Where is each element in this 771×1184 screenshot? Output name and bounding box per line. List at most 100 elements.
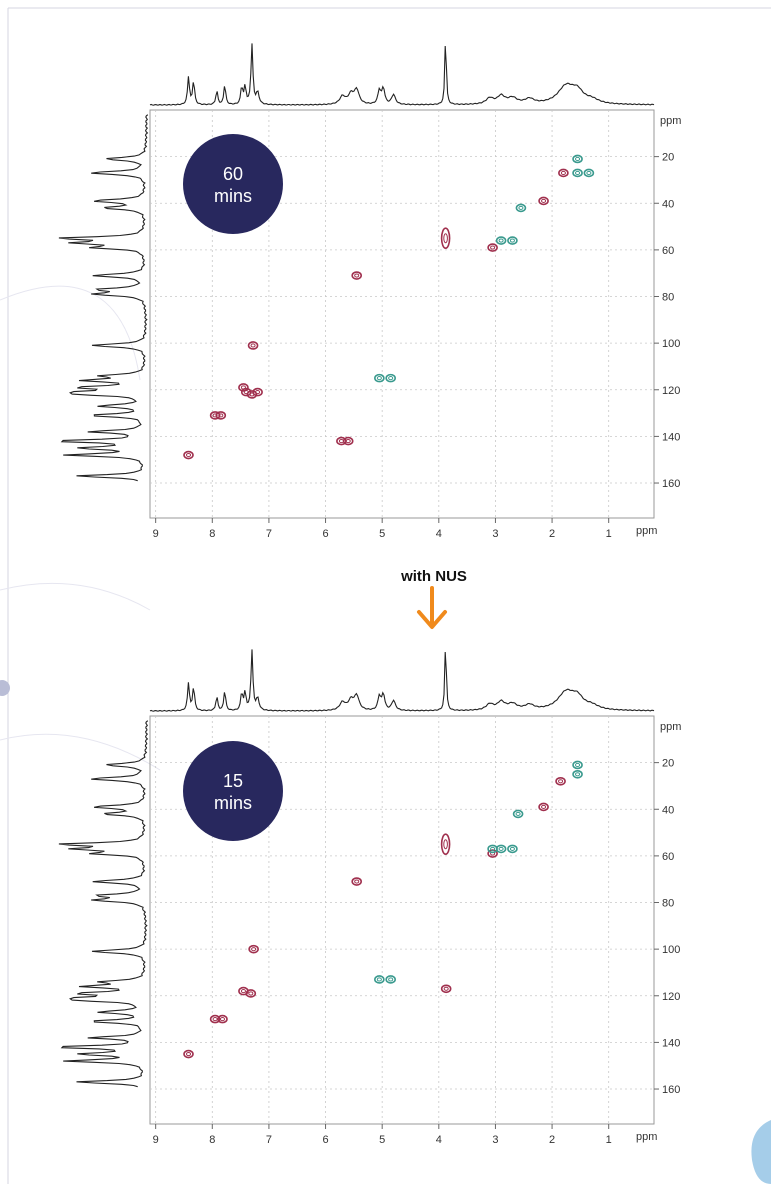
x-tick-label: 7 <box>266 1134 272 1146</box>
contour-peak-negative <box>351 271 362 280</box>
contour-peak-inner-positive <box>498 846 504 851</box>
contour-peak-inner-negative <box>443 233 448 244</box>
contour-peak-negative <box>238 383 249 392</box>
contour-peak-inner-negative <box>354 273 360 278</box>
x-tick-label: 8 <box>209 1134 215 1146</box>
contour-peak-positive <box>507 844 518 854</box>
contour-peak-negative <box>209 1014 221 1024</box>
y-tick-label: 120 <box>662 385 680 397</box>
contour-peak-inner-negative <box>490 245 496 250</box>
contour-peak-inner-positive <box>586 170 592 176</box>
contour-peak-positive <box>495 236 507 245</box>
contour-peak-negative <box>209 411 221 420</box>
contour-peak-inner-positive <box>575 170 581 176</box>
contour-peak-inner-negative <box>255 390 261 395</box>
contour-peak-negative <box>245 989 257 998</box>
contour-peak-inner-negative <box>541 804 547 810</box>
contour-peak-inner-negative <box>219 1017 226 1022</box>
contour-peak-negative <box>215 411 227 420</box>
x-axis-unit: ppm <box>636 525 657 537</box>
contour-peak-inner-negative <box>443 986 449 991</box>
contour-peak-inner-negative <box>560 170 566 176</box>
x-tick-label: 8 <box>209 528 215 540</box>
y-tick-label: 60 <box>662 245 674 257</box>
contour-peak-inner-negative <box>185 452 192 458</box>
contour-peak-inner-negative <box>443 839 448 850</box>
contour-peak-positive <box>572 154 583 164</box>
contour-peak-negative <box>246 390 258 399</box>
hsqc-panel-2: 9 8 7 6 5 4 3 2 1 ppm 20 40 60 80 100 120 140 160 ppm 15min… <box>58 649 681 1146</box>
contour-peak-inner-positive <box>376 376 382 381</box>
proton-projection <box>149 649 655 712</box>
decorative-dot <box>0 680 10 696</box>
contour-peak-positive <box>572 168 583 178</box>
y-tick-label: 100 <box>662 944 680 956</box>
contour-peak-positive <box>515 203 527 213</box>
contour-peak-inner-negative <box>251 947 257 952</box>
contour-peak-negative <box>342 436 354 446</box>
x-tick-label: 5 <box>379 528 385 540</box>
contour-peak-negative <box>555 776 566 786</box>
x-tick-label: 6 <box>322 528 328 540</box>
contour-peak-negative <box>248 944 259 954</box>
y-tick-label: 160 <box>662 478 680 490</box>
duration-badge-value: 15 <box>223 771 243 791</box>
contour-peak-inner-negative <box>345 438 351 444</box>
y-tick-label: 120 <box>662 991 680 1003</box>
contour-peak-negative <box>487 243 498 252</box>
contour-peak-positive <box>385 373 396 383</box>
carbon-projection <box>58 114 149 482</box>
contour-peak-inner-positive <box>388 376 394 381</box>
y-tick-label: 40 <box>662 198 674 210</box>
contour-peak-inner-negative <box>185 1051 192 1057</box>
contour-peak-inner-negative <box>240 989 246 994</box>
contour-peak-positive <box>512 809 524 819</box>
contour-peak-positive <box>495 844 507 854</box>
y-axis-unit: ppm <box>660 721 681 733</box>
contour-peak-negative <box>217 1014 228 1024</box>
x-tick-label: 3 <box>492 528 498 540</box>
y-tick-label: 80 <box>662 898 674 910</box>
contour-peak-negative <box>538 802 549 812</box>
contour-peak-positive <box>572 760 583 770</box>
arrow-down-icon <box>417 586 447 629</box>
plot-frame <box>149 109 655 519</box>
contour-peak-negative <box>240 387 252 397</box>
duration-badge-unit: mins <box>214 793 252 813</box>
contour-peak-negative <box>538 196 549 206</box>
contour-peak-inner-negative <box>212 413 218 418</box>
contour-peak-negative <box>440 227 451 250</box>
contour-peak-inner-positive <box>518 205 524 210</box>
contour-peak-negative <box>351 877 362 886</box>
contour-peak-positive <box>385 975 396 984</box>
contour-peak-positive <box>572 769 583 779</box>
y-tick-label: 20 <box>662 758 674 770</box>
contour-peak-inner-positive <box>509 846 515 851</box>
contour-peak-inner-positive <box>490 846 496 851</box>
contour-peak-inner-negative <box>338 438 344 444</box>
contour-peak-inner-positive <box>575 772 581 777</box>
x-tick-label: 7 <box>266 528 272 540</box>
y-axis-unit: ppm <box>660 115 681 127</box>
contour-peak-negative <box>558 168 569 178</box>
duration-badge <box>183 134 283 234</box>
contour-peak-negative <box>183 1049 194 1059</box>
y-tick-label: 140 <box>662 1037 680 1049</box>
contour-peak-inner-negative <box>558 779 564 784</box>
y-tick-label: 80 <box>662 292 674 304</box>
contour-peak-inner-positive <box>498 238 504 243</box>
duration-badge <box>183 741 283 841</box>
x-tick-label: 3 <box>492 1134 498 1146</box>
contour-peak-inner-positive <box>575 762 581 768</box>
contour-peak-negative <box>440 984 452 994</box>
contour-peak-positive <box>487 844 498 854</box>
carbon-projection <box>58 720 149 1088</box>
plot-frame <box>149 715 655 1125</box>
duration-badge-value: 60 <box>223 164 243 184</box>
x-tick-label: 9 <box>153 1134 159 1146</box>
y-tick-label: 160 <box>662 1084 680 1096</box>
x-tick-label: 6 <box>322 1134 328 1146</box>
decorative-corner-shape <box>751 1120 771 1184</box>
x-tick-label: 4 <box>436 528 442 540</box>
